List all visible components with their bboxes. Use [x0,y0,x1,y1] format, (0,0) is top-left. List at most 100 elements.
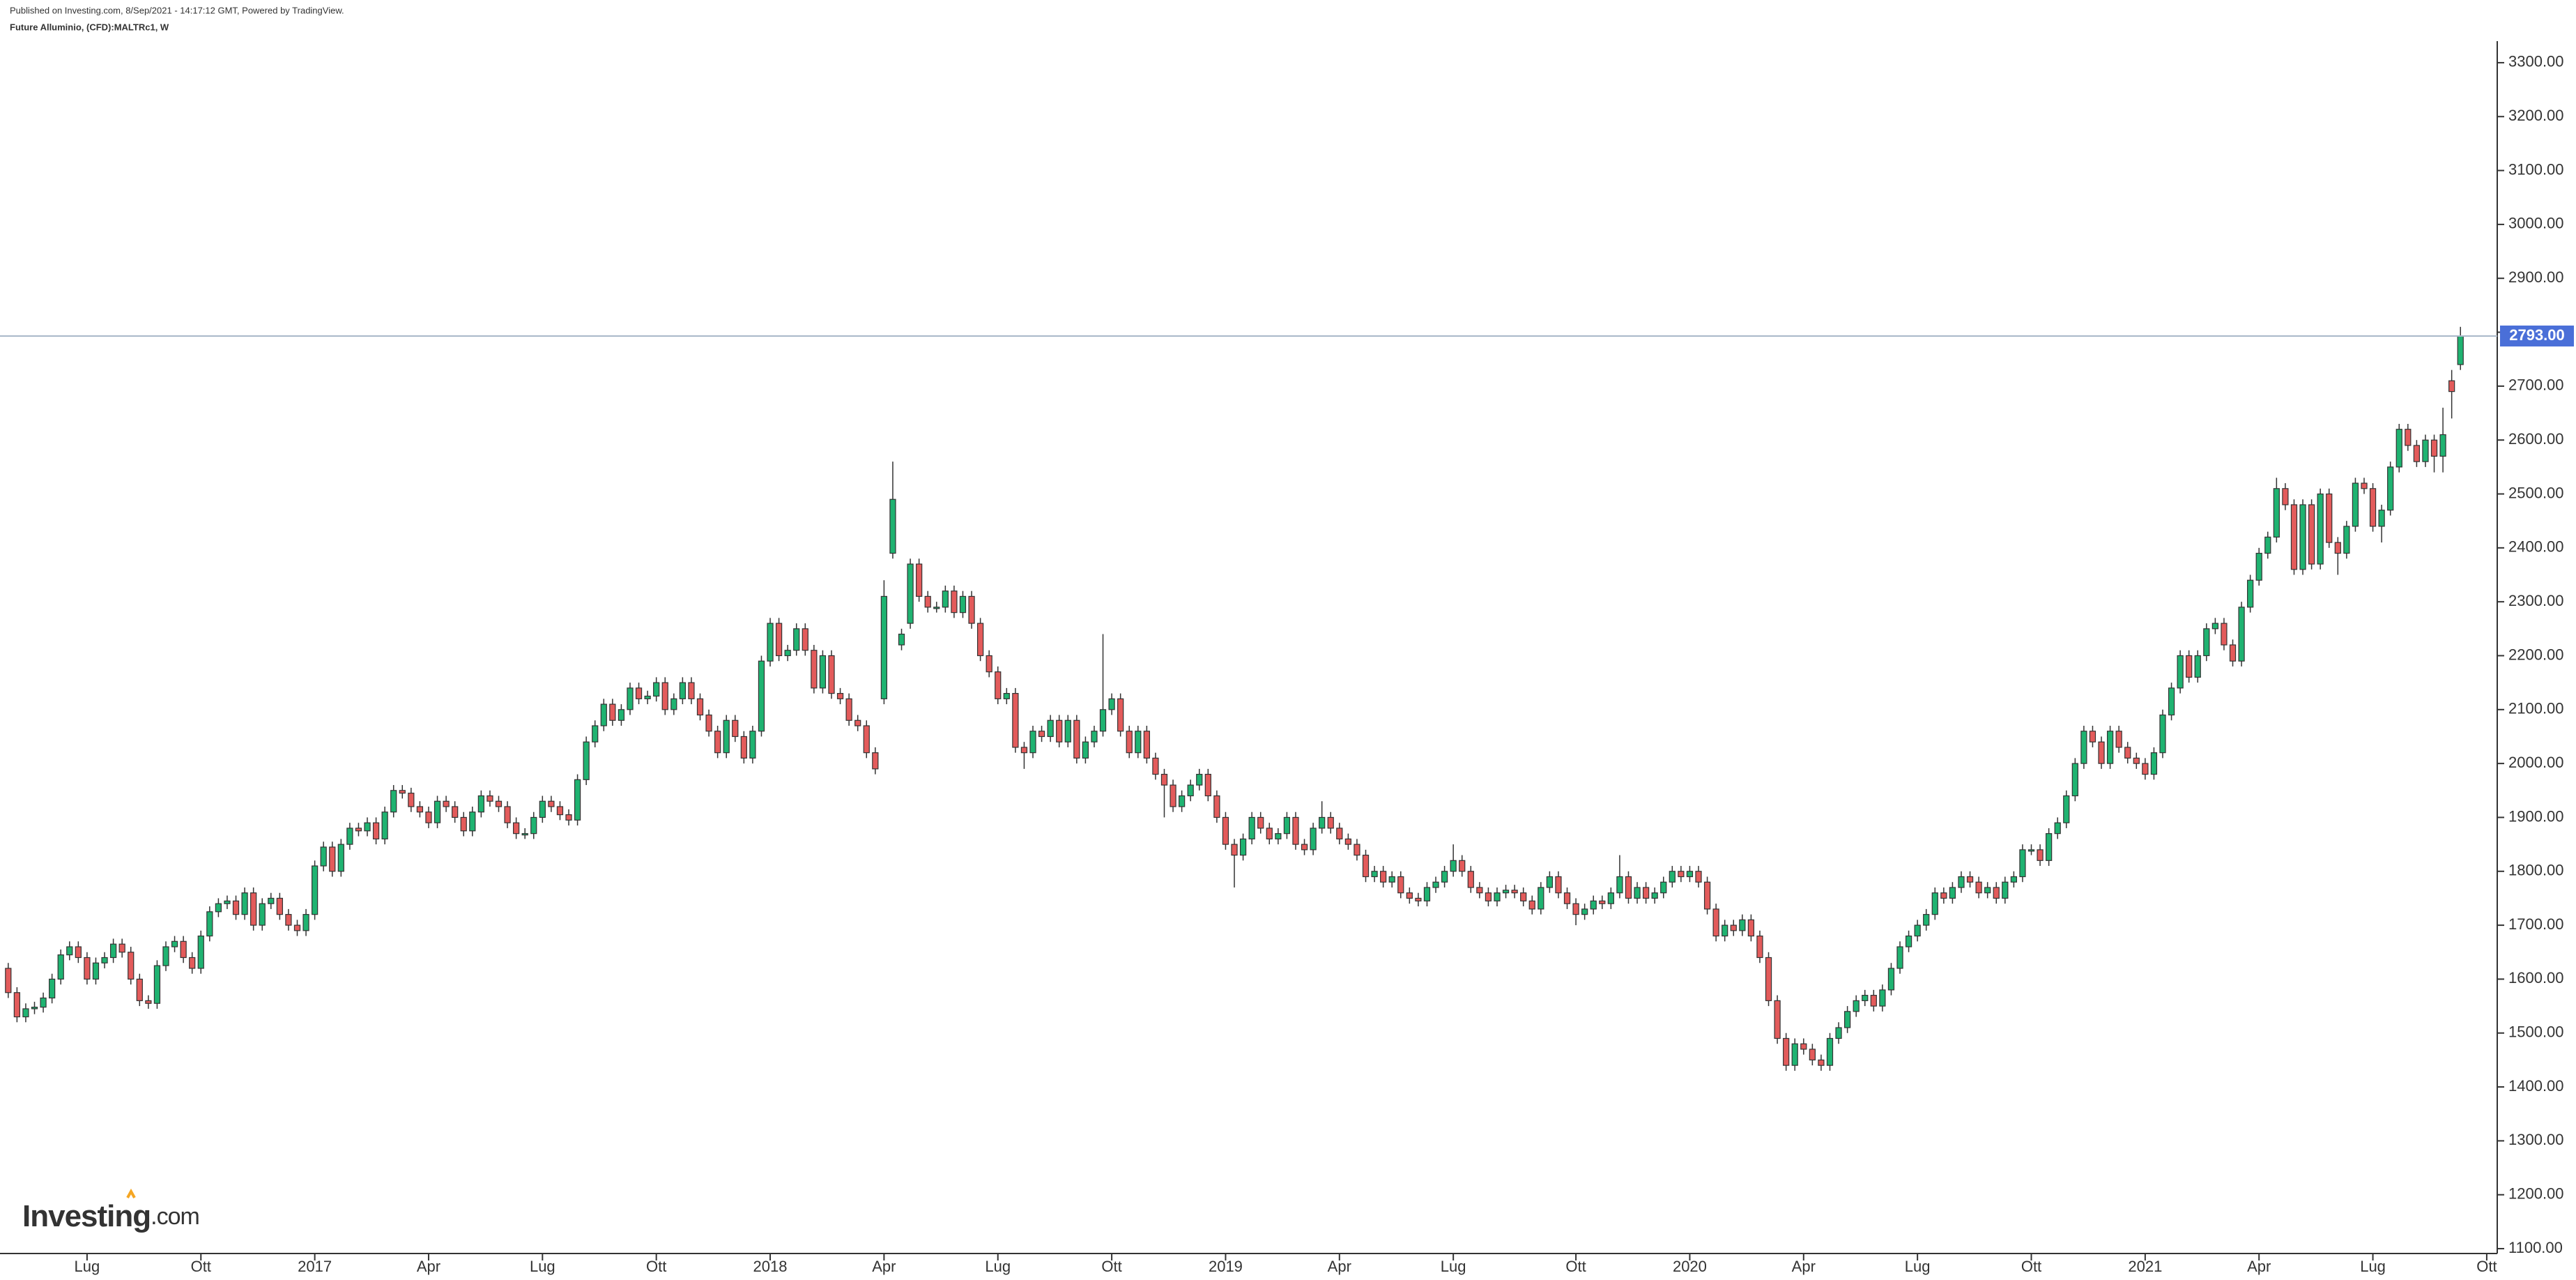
candle-body [101,957,108,963]
candle-body [1371,871,1378,878]
candle-body [959,595,967,614]
candle-body [399,790,406,794]
candle-body [1826,1037,1834,1066]
candle-body [1222,816,1229,845]
candle-body [75,946,82,959]
candle-body [1809,1049,1816,1061]
candle-body [1870,995,1877,1007]
candle-body [153,965,161,1004]
candle-body [1520,892,1527,901]
candle-body [1949,887,1956,899]
candle-body [688,682,695,699]
candle-body [889,498,896,554]
candle-body [2238,607,2245,662]
candle-body [1143,731,1150,759]
candle-body [1765,957,1772,1001]
candle-body [653,682,660,697]
candle-body [1275,833,1282,839]
candle-body [2221,623,2228,646]
candle-body [293,924,301,931]
candle-body [775,623,783,657]
candle-body [1397,876,1404,894]
candle-body [1459,860,1466,872]
candle-body [1555,876,1562,894]
candle-body [1975,881,1982,894]
candle-body [1590,900,1597,910]
candle-body [986,655,992,673]
candle-body [2186,655,2193,678]
candle-body [1344,838,1351,845]
candle-body [1196,773,1203,786]
candle-body [276,897,283,915]
candle-body [1152,757,1159,775]
candle-body [828,655,835,694]
candle-body [2037,849,2044,861]
candle-body [600,703,607,726]
candle-body [802,628,808,651]
candle-body [1319,816,1326,829]
candle-body [1415,897,1422,901]
candle-body [1818,1059,1825,1066]
candle-body [1563,892,1571,904]
candle-body [2430,439,2438,457]
x-tick-label: Lug [1905,1258,1931,1275]
x-tick-label: 2021 [2128,1258,2162,1275]
candle-body [434,800,441,823]
candle-body [2273,488,2280,538]
candle-body [1730,924,1737,931]
candle-body [1204,773,1211,797]
candle-body [66,946,73,956]
candle-body [2071,763,2078,797]
candle-body [259,903,266,926]
candle-body [2159,714,2166,754]
y-tick-label: 3100.00 [2508,160,2564,178]
candle-body [1572,903,1579,915]
candle-body [2046,833,2053,861]
candle-body [1020,747,1028,754]
candle-body [942,591,949,608]
candle-body [819,655,827,689]
candle-body [2255,552,2262,581]
candle-body [118,943,125,953]
candle-body [1380,871,1387,883]
candle-body [2142,763,2149,775]
candle-body [976,623,984,657]
candle-body [469,812,476,832]
candle-body [1722,924,1728,937]
candle-body [1213,795,1220,818]
candle-body [2054,822,2061,835]
candle-body [136,978,143,1001]
candle-body [1625,876,1632,899]
candle-body [1354,844,1360,856]
candle-body [1695,871,1702,883]
candle-body [2019,849,2026,878]
candle-body [521,833,528,836]
candle-body [2369,488,2377,527]
candle-body [31,1007,38,1009]
candle-body [1607,892,1614,904]
candle-body [2439,434,2446,457]
candle-body [539,800,546,818]
candle-body [1862,995,1869,1001]
candle-body [57,954,64,980]
candle-body [880,595,888,699]
candle-body [583,741,590,780]
candle-body [951,591,958,614]
candle-body [872,752,879,770]
candle-body [1301,844,1308,851]
candle-body [1678,871,1685,878]
candle-body [2352,482,2359,527]
x-tick-label: Lug [530,1258,555,1275]
candle-body [670,698,677,710]
candle-body [109,943,117,959]
y-tick-label: 2900.00 [2508,268,2564,286]
candle-body [425,812,432,823]
candle-body [2089,731,2096,742]
candle-body [845,698,852,721]
candle-body [1905,935,1912,947]
candle-body [5,968,12,993]
candle-body [2448,380,2455,393]
candle-body [443,800,450,807]
candle-body [2010,876,2017,883]
